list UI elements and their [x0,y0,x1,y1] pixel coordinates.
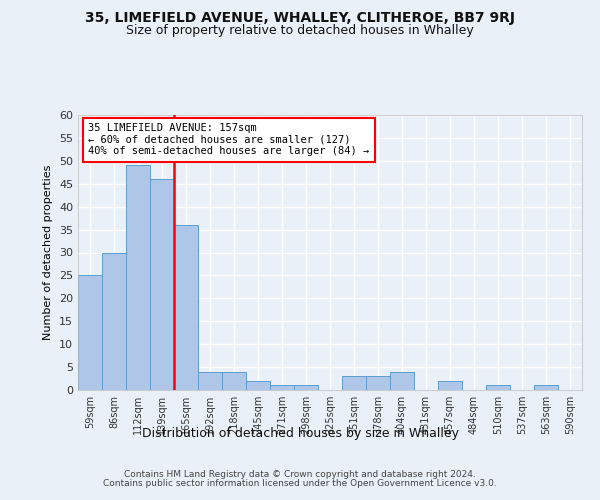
Bar [294,386,318,390]
Text: Distribution of detached houses by size in Whalley: Distribution of detached houses by size … [142,428,458,440]
Text: Contains HM Land Registry data © Crown copyright and database right 2024.: Contains HM Land Registry data © Crown c… [124,470,476,479]
Bar [174,225,198,390]
Bar [270,386,294,390]
Text: Contains public sector information licensed under the Open Government Licence v3: Contains public sector information licen… [103,479,497,488]
Bar [150,179,174,390]
Y-axis label: Number of detached properties: Number of detached properties [43,165,53,340]
Bar [198,372,222,390]
Bar [486,386,510,390]
Text: Size of property relative to detached houses in Whalley: Size of property relative to detached ho… [126,24,474,37]
Bar [246,381,270,390]
Bar [342,376,366,390]
Bar [78,276,102,390]
Bar [366,376,390,390]
Bar [126,166,150,390]
Bar [438,381,462,390]
Bar [102,252,126,390]
Bar [222,372,246,390]
Bar [390,372,414,390]
Text: 35 LIMEFIELD AVENUE: 157sqm
← 60% of detached houses are smaller (127)
40% of se: 35 LIMEFIELD AVENUE: 157sqm ← 60% of det… [88,123,370,156]
Text: 35, LIMEFIELD AVENUE, WHALLEY, CLITHEROE, BB7 9RJ: 35, LIMEFIELD AVENUE, WHALLEY, CLITHEROE… [85,11,515,25]
Bar [534,386,558,390]
